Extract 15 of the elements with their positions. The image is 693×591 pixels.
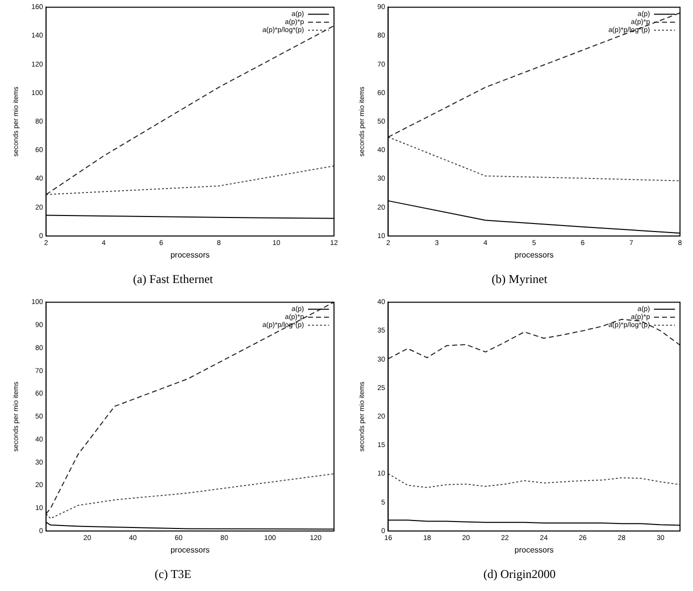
text: (a) Fast Ethernet	[132, 272, 214, 287]
x-axis-title: processors	[514, 545, 554, 554]
x-axis-title: processors	[170, 545, 210, 554]
text: (b) Myrinet	[490, 272, 548, 287]
line-series	[46, 473, 334, 519]
line-series	[46, 25, 334, 196]
line-series	[388, 136, 680, 182]
line-series	[388, 12, 680, 138]
line-series	[46, 165, 334, 196]
text: (c) T3E	[154, 567, 192, 582]
text: (d) Origin2000	[482, 567, 557, 582]
line-series	[388, 473, 680, 488]
line-series	[46, 302, 334, 514]
x-axis-title: processors	[514, 250, 554, 260]
x-axis-title: processors	[170, 250, 210, 260]
